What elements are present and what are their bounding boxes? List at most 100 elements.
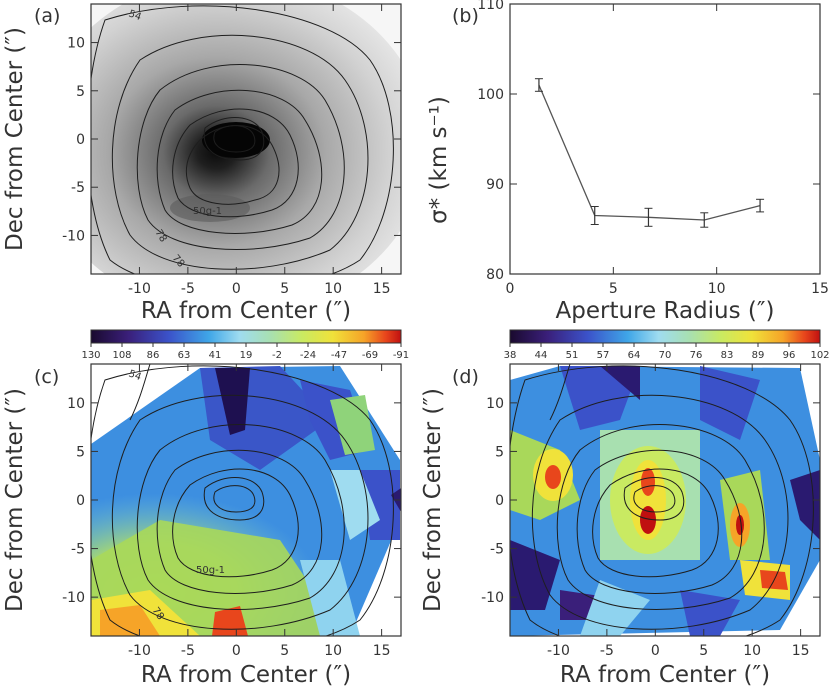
panel-c-contours — [91, 364, 394, 636]
y-tick-label: 0 — [495, 493, 504, 509]
x-tick-label: 0 — [651, 643, 660, 659]
panel-c-colorbar-ticks: 130 108 86 63 41 19 -2 -24 -47 -69 -91 — [81, 343, 409, 361]
x-tick-label: -5 — [181, 643, 195, 659]
panel-a-ticks: -10 -5 0 5 10 15 -10 -5 0 5 10 — [62, 4, 401, 297]
panel-a-contours — [91, 5, 394, 274]
colorbar-tick-label: 83 — [721, 350, 734, 361]
panel-c-colorbar — [90, 329, 402, 344]
colorbar-tick-label: 57 — [597, 350, 610, 361]
panel-a-label: (a) — [34, 5, 60, 27]
y-tick-label: -5 — [490, 542, 504, 558]
x-tick-label: 10 — [743, 643, 761, 659]
x-tick-label: 5 — [699, 643, 708, 659]
x-tick-label: 5 — [280, 643, 289, 659]
y-tick-label: 100 — [477, 87, 504, 103]
x-tick-label: 15 — [373, 281, 391, 297]
colorbar-tick-label: 44 — [535, 350, 548, 361]
y-tick-label: 10 — [486, 396, 504, 412]
x-tick-label: 0 — [232, 643, 241, 659]
colorbar-tick-label: -91 — [393, 350, 409, 361]
panel-c-ylabel: Dec from Center (″) — [2, 388, 28, 612]
colorbar-tick-label: 108 — [112, 350, 131, 361]
panel-d: 38 44 51 57 64 70 76 83 89 96 102 — [420, 329, 830, 688]
panel-a-ylabel: Dec from Center (″) — [2, 27, 28, 251]
y-tick-label: -10 — [62, 590, 85, 606]
panel-a-image — [91, 4, 401, 274]
y-tick-label: -5 — [71, 542, 85, 558]
y-tick-label: -10 — [62, 228, 85, 244]
x-tick-label: -10 — [128, 281, 151, 297]
y-tick-label: 0 — [76, 132, 85, 148]
panel-d-contours — [510, 364, 814, 636]
panel-c-xlabel: RA from Center (″) — [141, 662, 351, 688]
y-tick-label: 0 — [76, 493, 85, 509]
panel-c-contour-label-3: 54 — [127, 368, 143, 383]
colorbar-tick-label: 130 — [81, 350, 100, 361]
y-tick-label: 5 — [76, 444, 85, 460]
x-tick-label: 15 — [792, 643, 810, 659]
y-tick-label: -5 — [71, 180, 85, 196]
panel-a: (a) 50g-1 78 78 54 -10 -5 0 5 10 15-10-50510 … — [2, 3, 402, 324]
panel-d-xlabel: RA from Center (″) — [560, 662, 770, 688]
panel-d-ticks: -10 -5 0 5 10 15 -10 -5 0 5 10 — [481, 364, 820, 659]
colorbar-tick-label: -47 — [331, 350, 347, 361]
x-tick-label: 10 — [324, 281, 342, 297]
colorbar-tick-label: 86 — [147, 350, 160, 361]
colorbar-tick-label: 70 — [659, 350, 672, 361]
panel-a-xlabel: RA from Center (″) — [141, 298, 351, 324]
panel-d-colorbar-ticks: 38 44 51 57 64 70 76 83 89 96 102 — [504, 343, 830, 361]
panel-b-ylabel: σ* (km s⁻¹) — [426, 96, 452, 224]
colorbar-tick-label: 38 — [504, 350, 517, 361]
x-tick-label: 0 — [506, 281, 515, 297]
colorbar-tick-label: 64 — [628, 350, 641, 361]
colorbar-tick-label: 19 — [240, 350, 253, 361]
colorbar-tick-label: 63 — [178, 350, 191, 361]
panel-d-colorbar — [509, 329, 821, 344]
x-tick-label: 0 — [232, 281, 241, 297]
panel-b-frame — [509, 3, 821, 275]
panel-b-series — [534, 78, 765, 228]
panel-d-label: (d) — [452, 366, 479, 388]
colorbar-tick-label: 76 — [690, 350, 703, 361]
colorbar-tick-label: -69 — [362, 350, 378, 361]
colorbar-tick-label: 89 — [752, 350, 765, 361]
panel-c-contour-label-1: 50g-1 — [196, 565, 225, 576]
panel-c-label: (c) — [34, 366, 59, 388]
panel-b-background — [510, 4, 820, 274]
colorbar-tick-label: -2 — [272, 350, 282, 361]
panel-c-map — [91, 364, 401, 636]
y-tick-label: 90 — [486, 177, 504, 193]
x-tick-label: -10 — [547, 643, 570, 659]
panel-d-map — [510, 364, 820, 636]
colorbar-tick-label: 51 — [566, 350, 579, 361]
y-tick-label: 5 — [495, 444, 504, 460]
x-tick-label: 10 — [708, 281, 726, 297]
panel-b-label: (b) — [452, 5, 479, 27]
panel-d-ylabel: Dec from Center (″) — [420, 388, 446, 612]
colorbar-tick-label: -24 — [300, 350, 316, 361]
colorbar-tick-label: 102 — [810, 350, 829, 361]
x-tick-label: 15 — [373, 643, 391, 659]
panel-c: 130 108 86 63 41 19 -2 -24 -47 -69 -91 — [2, 329, 409, 688]
y-tick-label: 80 — [486, 267, 504, 283]
x-tick-label: 10 — [324, 643, 342, 659]
colorbar-tick-label: 96 — [783, 350, 796, 361]
x-tick-label: 15 — [811, 281, 829, 297]
x-tick-label: 5 — [280, 281, 289, 297]
y-tick-label: 10 — [67, 36, 85, 52]
panel-a-contour-label-1: 50g-1 — [193, 206, 222, 217]
x-tick-label: -5 — [181, 281, 195, 297]
x-tick-label: -5 — [600, 643, 614, 659]
y-tick-label: -10 — [481, 590, 504, 606]
y-tick-label: 10 — [67, 396, 85, 412]
y-tick-label: 110 — [477, 0, 504, 13]
x-tick-label: 5 — [609, 281, 618, 297]
panel-b: (b) 0 5 10 15 80 90 100 110 Aperture Radius (″)… — [426, 0, 829, 324]
colorbar-tick-label: 41 — [209, 350, 222, 361]
panel-b-xlabel: Aperture Radius (″) — [556, 298, 775, 324]
panel-c-ticks: -10 -5 0 5 10 15 -10 -5 0 5 10 — [62, 364, 401, 659]
panel-b-ticks: 0 5 10 15 80 90 100 110 — [477, 0, 829, 297]
x-tick-label: -10 — [128, 643, 151, 659]
y-tick-label: 5 — [76, 84, 85, 100]
